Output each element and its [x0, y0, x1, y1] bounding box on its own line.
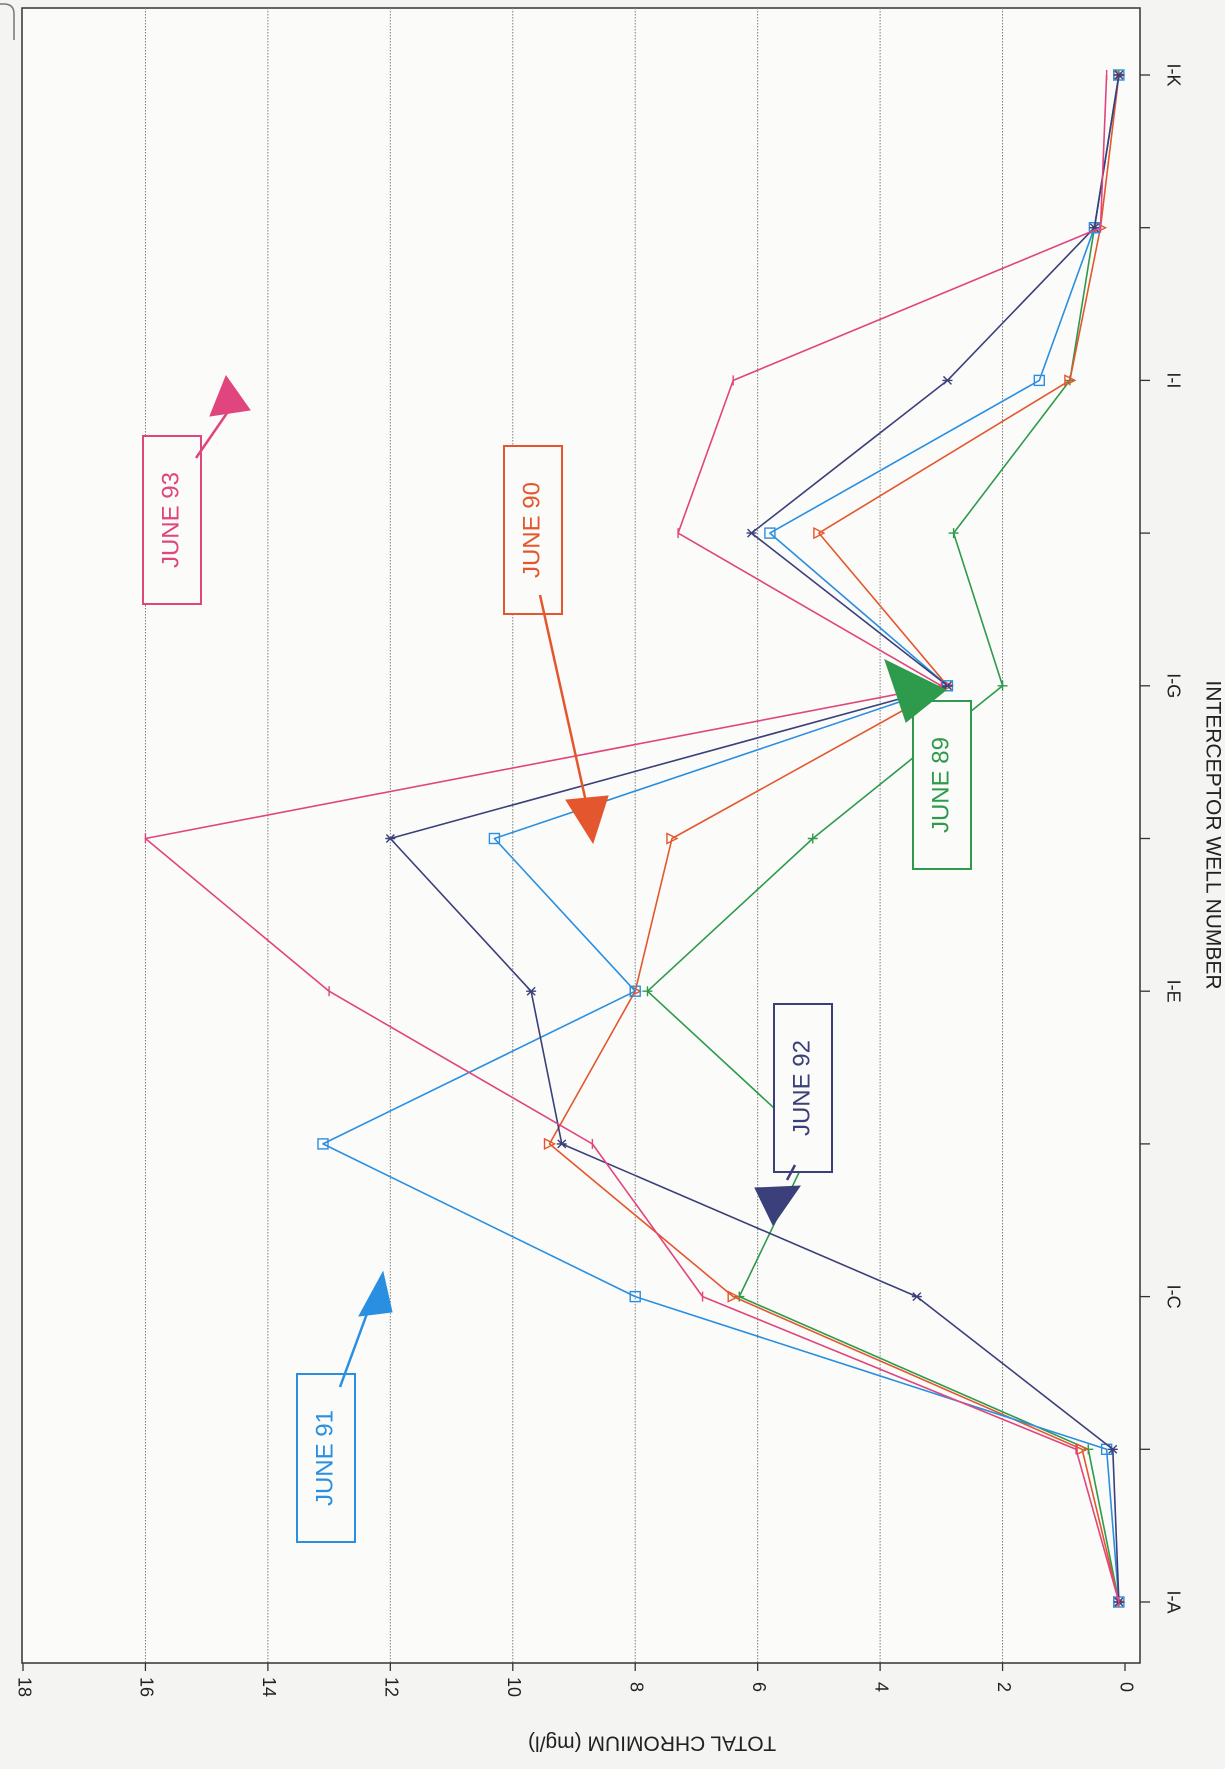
corner-frame-mark	[0, 3, 15, 40]
point-june-92-i-d	[556, 1139, 567, 1149]
value-tick-label-4: 4	[871, 1682, 891, 1692]
point-june-92-i-f	[385, 834, 396, 843]
callout-arrow-head-june-93	[209, 374, 251, 417]
point-june-92-i-h	[746, 528, 757, 538]
point-june-89-i-g	[997, 680, 1008, 691]
callout-arrow-head-june-92	[754, 1185, 801, 1226]
callout-label-june-90: JUNE 90	[518, 482, 545, 578]
point-june-91-i-i	[1033, 374, 1045, 387]
callout-june-92: JUNE 92	[754, 1003, 833, 1226]
callout-label-june-89: JUNE 89	[927, 737, 954, 833]
callout-arrow-head-june-89	[884, 659, 947, 723]
value-tick-label-14: 14	[259, 1677, 279, 1697]
point-june-92-i-b	[1107, 1444, 1118, 1454]
callout-arrow-shaft-june-92	[785, 1164, 797, 1181]
point-june-91-i-f	[488, 832, 501, 845]
category-tick-label-I-K: I-K	[1163, 63, 1183, 86]
category-tick-label-I-G: I-G	[1163, 673, 1183, 698]
callout-label-june-92: JUNE 92	[788, 1040, 815, 1136]
point-june-91-i-c	[629, 1290, 641, 1303]
callout-june-91: JUNE 91	[296, 1270, 393, 1543]
point-june-91-i-h	[764, 527, 776, 539]
point-june-92-i-g	[942, 681, 953, 691]
callout-june-89: JUNE 89	[884, 659, 972, 870]
value-tick-label-18: 18	[14, 1677, 34, 1697]
point-june-90-i-f	[666, 832, 679, 845]
category-axis-title: INTERCEPTOR WELL NUMBER	[1201, 680, 1224, 989]
point-june-92-i-c	[911, 1292, 922, 1302]
annotations: JUNE 93 JUNE 90 JUNE 89 JUNE 92 JUNE 91	[142, 374, 972, 1543]
callout-arrow-head-june-91	[358, 1270, 393, 1317]
value-tick-label-16: 16	[137, 1677, 157, 1697]
series-group	[144, 68, 1126, 1609]
value-tick-label-8: 8	[626, 1682, 646, 1692]
callout-june-93: JUNE 93	[142, 374, 251, 605]
value-tick-label-12: 12	[382, 1677, 402, 1697]
point-june-92-i-i	[942, 375, 953, 385]
point-june-89-i-f	[807, 833, 818, 844]
callout-june-90: JUNE 90	[503, 445, 609, 845]
category-tick-label-I-E: I-E	[1163, 980, 1183, 1003]
callout-box-june-89	[912, 700, 972, 870]
value-axis-title: TOTAL CHROMIUM (mg/l)	[528, 1731, 776, 1754]
point-june-90-i-i	[1064, 374, 1077, 387]
point-june-90-i-d	[543, 1137, 557, 1151]
category-tick-label-I-I: I-I	[1163, 372, 1183, 388]
callout-box-june-90	[503, 445, 563, 615]
series-june-92	[385, 70, 1124, 1607]
axes: 0 2 4 6 8 10 12 14 16 18 I-A I-C I-E I-G I-I I-K TOTAL C…	[14, 63, 1224, 1754]
point-june-92-i-k	[1113, 70, 1124, 80]
point-june-90-i-c	[727, 1290, 740, 1303]
series-june-93	[144, 70, 1120, 1607]
point-june-90-i-h	[813, 526, 826, 540]
point-june-89-i-h	[948, 528, 959, 539]
value-tick-label-2: 2	[994, 1682, 1014, 1692]
category-tick-label-I-A: I-A	[1163, 1590, 1183, 1613]
point-june-91-i-e	[629, 985, 641, 997]
callout-arrow-shaft-june-90	[538, 594, 592, 821]
callout-label-june-91: JUNE 91	[311, 1410, 338, 1506]
point-june-89-i-e	[642, 986, 653, 997]
callout-label-june-93: JUNE 93	[157, 472, 184, 568]
series-line-june-91	[322, 74, 1120, 1603]
value-tick-label-6: 6	[749, 1682, 769, 1692]
point-june-91-i-d	[317, 1138, 329, 1150]
point-june-92-i-e	[526, 986, 537, 996]
callout-box-june-92	[773, 1003, 833, 1173]
category-tick-label-I-C: I-C	[1163, 1285, 1183, 1309]
series-line-june-90	[548, 74, 1120, 1603]
value-tick-label-0: 0	[1116, 1682, 1136, 1692]
callout-box-june-93	[142, 435, 202, 605]
value-tick-label-10: 10	[504, 1677, 524, 1697]
plot-frame	[21, 7, 1141, 1664]
point-june-90-i-b	[1076, 1443, 1089, 1456]
callout-arrow-head-june-90	[565, 795, 609, 845]
callout-box-june-91	[296, 1373, 356, 1543]
point-june-92-i-j	[1089, 223, 1100, 233]
